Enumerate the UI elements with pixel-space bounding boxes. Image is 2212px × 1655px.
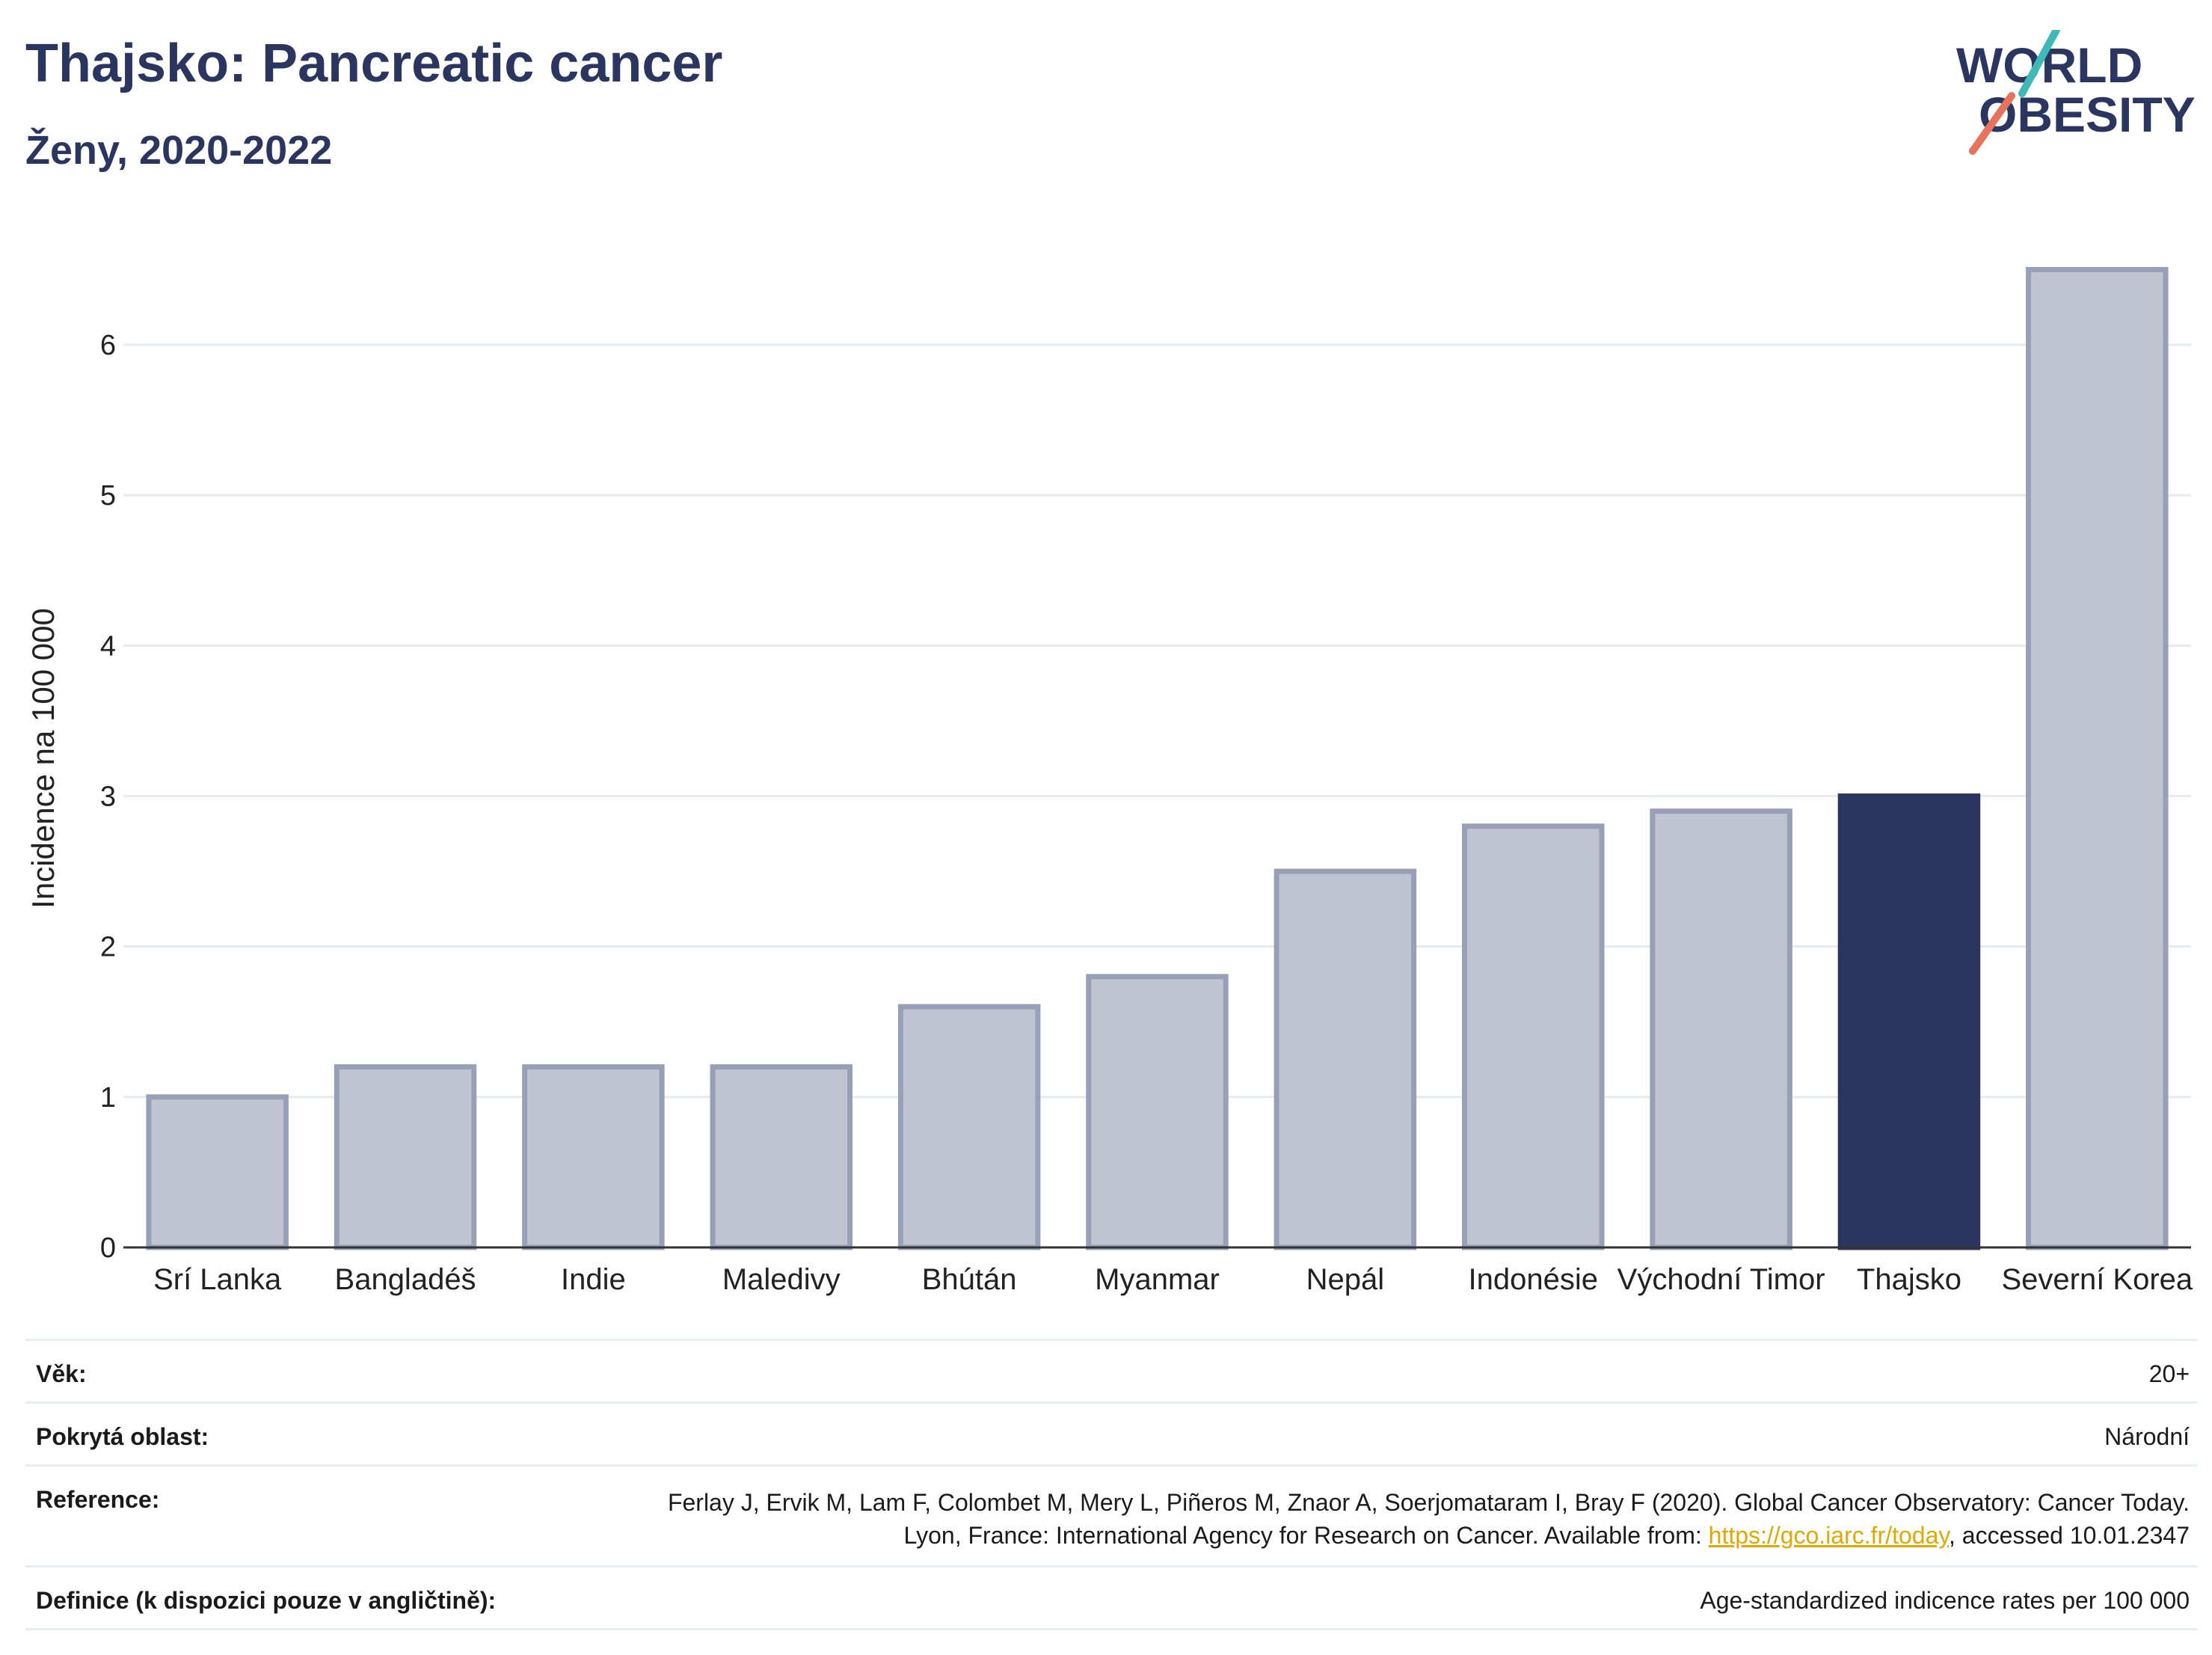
bar xyxy=(1837,793,1981,1250)
reference-text: Ferlay J, Ervik M, Lam F, Colombet M, Me… xyxy=(667,1489,2190,1549)
reference-link[interactable]: https://gco.iarc.fr/today xyxy=(1708,1522,1949,1549)
bar xyxy=(1650,808,1792,1250)
reference-label: Reference: xyxy=(36,1486,160,1513)
definition-label: Definice (k dispozici pouze v angličtině… xyxy=(36,1587,497,1614)
bar xyxy=(710,1064,853,1250)
reference-row: Reference: Ferlay J, Ervik M, Lam F, Col… xyxy=(25,1464,2197,1565)
x-tick-label: Myanmar xyxy=(1095,1263,1220,1296)
world-obesity-logo: WORLD OBESITY xyxy=(1956,30,2196,155)
bar-chart: 0 1 2 3 4 5 6 Srí Lanka Bangladéš Indie Maledivy Bh… xyxy=(25,266,2193,1296)
x-tick-label: Bangladéš xyxy=(335,1263,476,1296)
definition-row: Definice (k dispozici pouze v angličtině… xyxy=(25,1565,2197,1630)
logo-slash-coral xyxy=(1969,92,2015,155)
bar xyxy=(146,1094,289,1250)
x-tick-label: Indie xyxy=(561,1263,626,1296)
bar xyxy=(1274,868,1417,1250)
coverage-row: Pokrytá oblast: Národní xyxy=(25,1401,2197,1464)
y-tick-label: 3 xyxy=(100,782,116,813)
bar xyxy=(1461,823,1605,1250)
chart-subtitle: Ženy, 2020-2022 xyxy=(25,128,333,173)
y-axis-label: Incidence na 100 000 xyxy=(25,608,61,909)
logo-slash-teal xyxy=(2018,30,2060,97)
x-tick-label: Nepál xyxy=(1306,1263,1385,1296)
info-table: Věk: 20+ Pokrytá oblast: Národní Referen… xyxy=(25,1339,2197,1630)
x-tick-label: Severní Korea xyxy=(2001,1263,2193,1296)
x-tick-label: Srí Lanka xyxy=(153,1263,282,1296)
y-tick-label: 4 xyxy=(100,630,116,662)
bar xyxy=(334,1064,477,1250)
y-tick-label: 2 xyxy=(100,932,116,963)
age-label: Věk: xyxy=(36,1360,87,1387)
bar xyxy=(522,1064,665,1250)
coverage-label: Pokrytá oblast: xyxy=(36,1423,209,1450)
bar xyxy=(2026,266,2169,1250)
x-tick-label: Bhútán xyxy=(922,1263,1017,1296)
y-tick-label: 1 xyxy=(100,1082,116,1114)
age-value: 20+ xyxy=(2148,1360,2190,1387)
definition-value: Age-standardized indicence rates per 100… xyxy=(1700,1587,2190,1614)
x-tick-label: Východní Timor xyxy=(1617,1263,1825,1296)
y-tick-label: 5 xyxy=(100,480,116,512)
x-tick-label: Thajsko xyxy=(1857,1263,1961,1296)
y-tick-label: 0 xyxy=(100,1232,116,1264)
y-tick-label: 6 xyxy=(100,330,116,361)
x-tick-label: Indonésie xyxy=(1468,1263,1597,1296)
reference-value: Ferlay J, Ervik M, Lam F, Colombet M, Me… xyxy=(619,1486,2190,1552)
bar xyxy=(897,1004,1041,1250)
bar xyxy=(1086,974,1229,1250)
coverage-value: Národní xyxy=(2104,1423,2190,1450)
age-row: Věk: 20+ xyxy=(25,1339,2197,1401)
x-tick-label: Maledivy xyxy=(722,1263,841,1296)
reference-accessed: , accessed 10.01.2347 xyxy=(1948,1522,2190,1549)
chart-title: Thajsko: Pancreatic cancer xyxy=(25,34,723,93)
